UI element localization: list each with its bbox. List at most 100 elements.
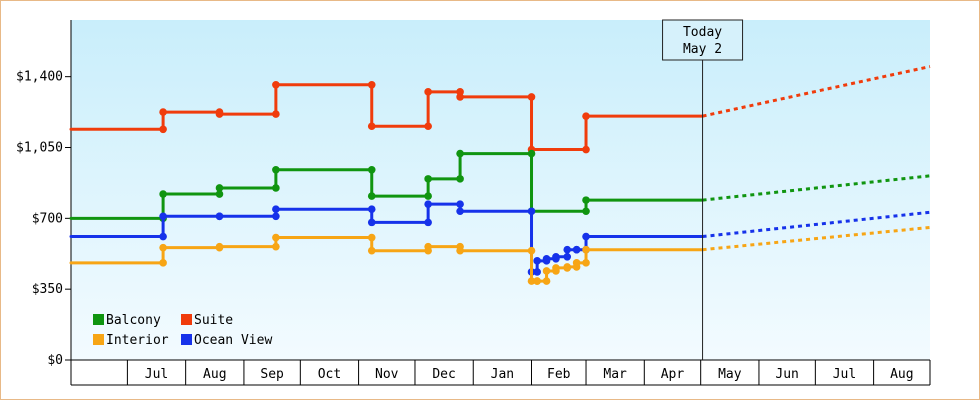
x-tick-label: Aug (203, 367, 226, 382)
data-point (424, 88, 432, 96)
x-tick-label: Sep (260, 367, 284, 382)
data-point (582, 207, 590, 216)
data-point (367, 233, 376, 242)
data-point (572, 245, 581, 254)
x-tick-label: Apr (661, 367, 685, 382)
data-point (159, 243, 167, 252)
data-point (159, 190, 167, 198)
y-tick-label: $1,400 (16, 70, 63, 85)
data-point (542, 277, 551, 285)
data-point (552, 252, 560, 261)
series-line-balcony (69, 152, 705, 220)
data-point (527, 207, 536, 216)
x-tick-label: Aug (890, 367, 913, 382)
y-tick-label: $1,050 (16, 141, 63, 156)
data-point (542, 255, 551, 263)
legend-label-balcony: Balcony (106, 313, 161, 328)
data-point (582, 196, 590, 204)
legend-swatch-ocean-view (181, 334, 192, 345)
x-tick-label: Jan (491, 367, 514, 382)
data-point (527, 246, 536, 255)
x-tick-label: Nov (375, 367, 399, 382)
x-tick-label: Jul (145, 367, 168, 382)
data-point (159, 212, 167, 221)
x-tick-label: Oct (318, 367, 341, 382)
data-point (456, 93, 464, 101)
data-point (533, 277, 541, 285)
legend-swatch-balcony (93, 314, 104, 325)
data-point (215, 184, 224, 192)
x-tick-label: Feb (547, 367, 571, 382)
data-point (215, 212, 224, 221)
x-axis: Jul Aug Sep Oct Nov Dec Jan Feb Mar Apr May Jun Jul A… (70, 359, 931, 386)
today-date-label: May 2 (683, 42, 722, 57)
data-point (272, 233, 280, 242)
series-interior (69, 225, 931, 285)
plot-background (71, 20, 930, 360)
data-point (272, 110, 280, 118)
data-point (533, 257, 541, 265)
data-point (582, 112, 590, 120)
data-point (424, 200, 432, 208)
series-suite (69, 65, 931, 154)
y-axis: $0 $350 $700 $1,050 $1,400 (16, 20, 72, 368)
data-point (456, 149, 464, 158)
y-tick-label: $700 (32, 211, 63, 226)
data-point (456, 175, 464, 183)
forecast-line-interior (702, 225, 931, 252)
data-point (159, 125, 167, 134)
legend-label-interior: Interior (106, 333, 169, 348)
data-point (272, 80, 280, 89)
data-point (215, 110, 224, 118)
data-point (424, 122, 432, 131)
x-tick-label: Jul (833, 367, 856, 382)
data-point (582, 145, 590, 154)
legend-label-suite: Suite (194, 313, 233, 328)
today-box (662, 19, 744, 61)
data-point (563, 252, 572, 261)
forecast-line-ocean-view (702, 210, 931, 239)
data-point (159, 232, 167, 241)
data-point (563, 263, 572, 271)
legend-swatch-suite (181, 314, 192, 325)
data-point (367, 122, 376, 131)
series-lines (69, 65, 931, 285)
data-point (527, 277, 536, 285)
today-label: Today (683, 25, 722, 40)
data-point (424, 192, 432, 200)
x-tick-label: May (718, 367, 742, 382)
data-point (367, 218, 376, 227)
data-point (424, 175, 432, 183)
data-point (582, 245, 590, 254)
data-point (272, 205, 280, 214)
data-point (367, 80, 376, 89)
data-point (272, 184, 280, 192)
data-point (533, 268, 541, 276)
data-point (215, 242, 224, 251)
series-ocean-view (69, 200, 931, 276)
data-point (542, 267, 551, 275)
data-point (367, 192, 376, 200)
data-point (215, 190, 224, 198)
y-tick-label: $0 (47, 353, 63, 368)
data-point (367, 246, 376, 255)
data-point (424, 242, 432, 251)
data-point (424, 218, 432, 227)
data-point (159, 259, 167, 267)
x-tick-label: Mar (603, 367, 627, 382)
data-point (272, 242, 280, 251)
data-point (563, 245, 572, 254)
legend-swatch-interior (93, 334, 104, 345)
x-tick-label: Jun (775, 367, 798, 382)
data-point (367, 205, 376, 214)
data-point (159, 108, 167, 116)
data-point (527, 93, 536, 101)
y-tick-label: $350 (32, 282, 63, 297)
x-tick-label: Dec (432, 367, 455, 382)
data-point (456, 246, 464, 255)
data-point (552, 264, 560, 272)
data-point (572, 259, 581, 267)
legend-label-ocean-view: Ocean View (194, 333, 272, 348)
data-point (527, 149, 536, 158)
